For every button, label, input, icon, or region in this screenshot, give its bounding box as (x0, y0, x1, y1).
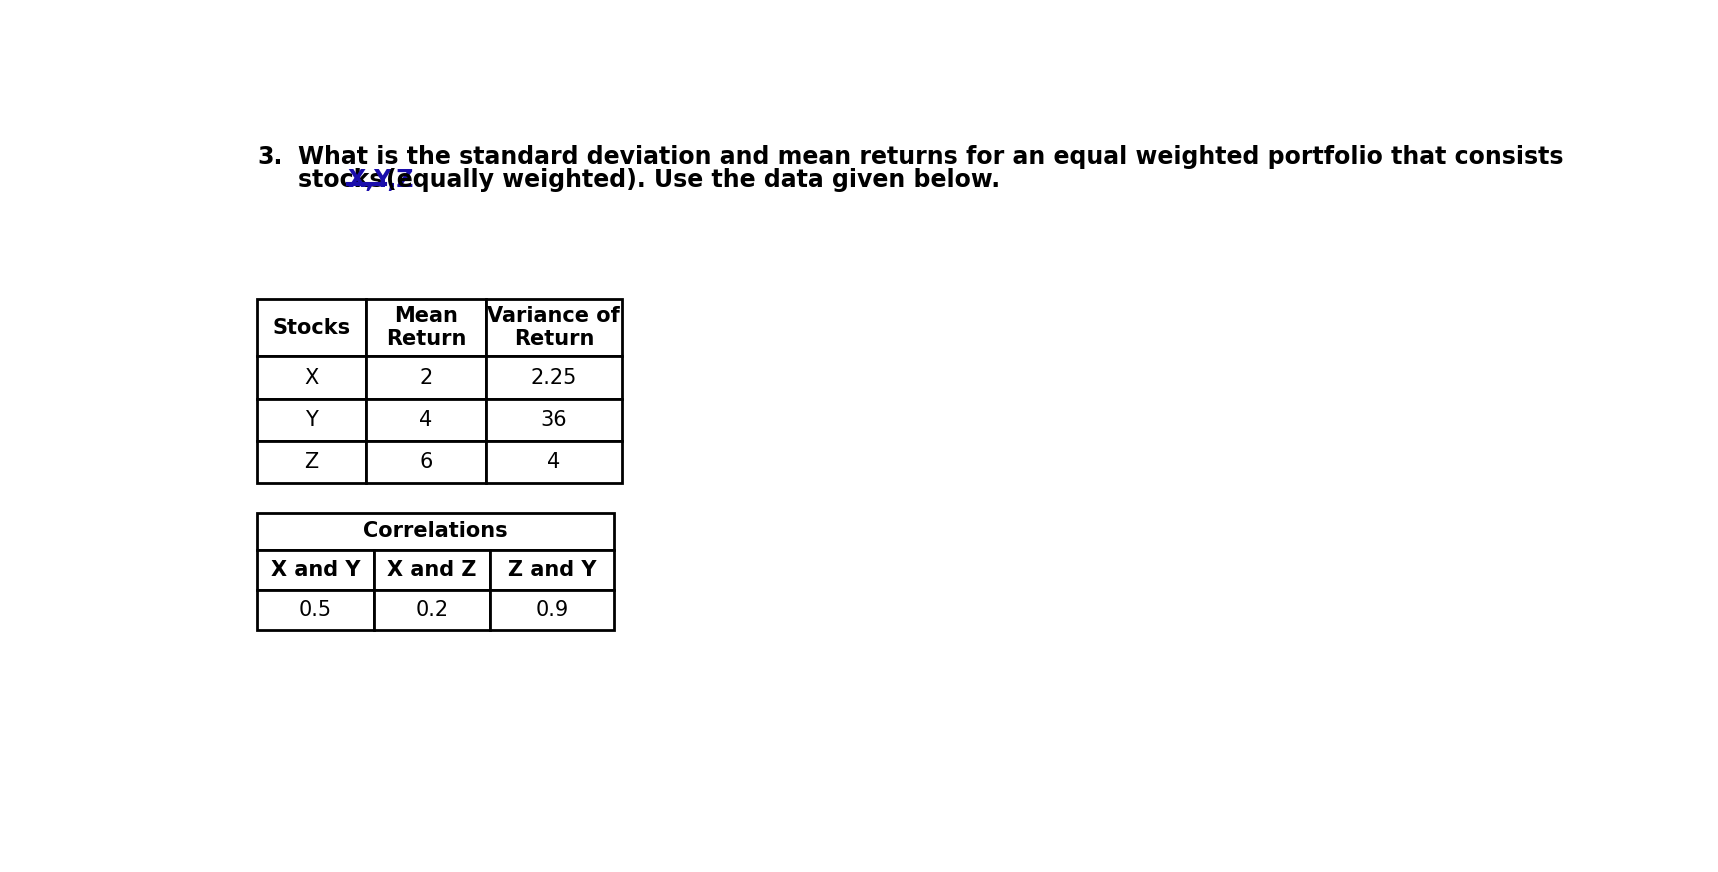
Text: 6: 6 (419, 453, 433, 473)
Bar (258, 549, 373, 589)
Text: 0.5: 0.5 (299, 600, 332, 620)
Text: X and Y: X and Y (271, 560, 361, 580)
Bar (366, 299, 486, 357)
Text: Y: Y (306, 410, 318, 430)
Bar (490, 589, 613, 630)
Text: 0.2: 0.2 (416, 600, 448, 620)
Bar (258, 513, 613, 549)
Text: Z and Y: Z and Y (507, 560, 596, 580)
Text: What is the standard deviation and mean returns for an equal weighted portfolio : What is the standard deviation and mean … (299, 145, 1563, 168)
Bar (486, 399, 622, 441)
Bar (486, 441, 622, 483)
Text: 0.9: 0.9 (536, 600, 569, 620)
Bar (490, 549, 613, 589)
Bar (258, 441, 366, 483)
Text: (equally weighted). Use the data given below.: (equally weighted). Use the data given b… (387, 167, 1000, 192)
Text: 4: 4 (419, 410, 433, 430)
Bar (486, 299, 622, 357)
Text: Stocks: Stocks (273, 317, 350, 337)
Bar (366, 357, 486, 399)
Text: stocks: stocks (299, 167, 392, 192)
Text: 4: 4 (548, 453, 560, 473)
Text: 36: 36 (541, 410, 567, 430)
Bar (366, 399, 486, 441)
Text: Mean
Return: Mean Return (387, 306, 466, 349)
Text: Correlations: Correlations (362, 521, 509, 542)
Text: X and Z: X and Z (387, 560, 476, 580)
Bar (373, 589, 490, 630)
Bar (258, 399, 366, 441)
Bar (258, 589, 373, 630)
Text: 3.: 3. (258, 145, 283, 168)
Bar (258, 299, 366, 357)
Text: 2: 2 (419, 368, 433, 388)
Bar (486, 357, 622, 399)
Bar (366, 441, 486, 483)
Text: Z: Z (304, 453, 320, 473)
Text: 2.25: 2.25 (531, 368, 577, 388)
Text: X: X (304, 368, 320, 388)
Bar (373, 549, 490, 589)
Text: X,Y,Z: X,Y,Z (347, 167, 414, 192)
Bar (258, 357, 366, 399)
Text: Variance of
Return: Variance of Return (488, 306, 620, 349)
